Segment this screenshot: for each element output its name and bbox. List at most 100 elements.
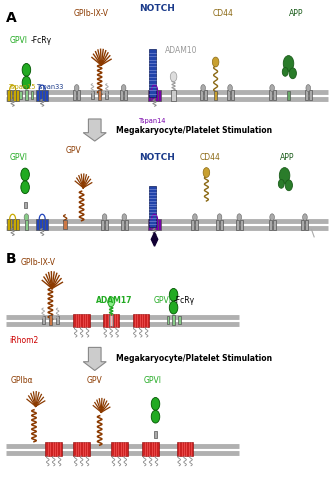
Circle shape (303, 214, 307, 220)
Bar (105, 220, 108, 230)
Bar (230, 90, 233, 101)
Bar (13, 90, 16, 101)
Circle shape (193, 214, 197, 220)
Circle shape (108, 297, 115, 306)
Bar (220, 220, 223, 230)
Bar (158, 219, 161, 230)
Bar (214, 91, 217, 100)
Text: GPIb-IX-V: GPIb-IX-V (21, 258, 56, 268)
Bar (178, 316, 181, 324)
Bar (25, 220, 28, 230)
Bar (24, 202, 27, 208)
Bar (148, 219, 151, 230)
Text: Megakaryocyte/Platelet Stimulation: Megakaryocyte/Platelet Stimulation (116, 354, 272, 364)
Bar (125, 220, 128, 230)
Bar (109, 315, 113, 326)
Circle shape (151, 398, 160, 410)
Bar (73, 314, 90, 328)
Bar (101, 220, 104, 230)
Text: GPVI: GPVI (154, 296, 172, 304)
Bar (16, 219, 19, 230)
Bar (172, 316, 175, 326)
Bar (45, 442, 62, 456)
Bar (39, 90, 42, 101)
Bar (91, 92, 94, 100)
Bar (216, 220, 219, 230)
Text: GPV: GPV (65, 146, 81, 155)
Bar (177, 442, 193, 456)
Bar (149, 186, 156, 226)
Circle shape (169, 301, 178, 314)
Circle shape (282, 68, 288, 76)
Bar (7, 90, 9, 101)
Text: Tspan33: Tspan33 (37, 84, 65, 89)
Bar (45, 219, 48, 230)
Bar (204, 90, 206, 101)
Circle shape (270, 214, 275, 220)
Bar (269, 220, 272, 230)
Text: CD44: CD44 (200, 152, 221, 162)
Bar (155, 90, 158, 101)
Circle shape (122, 214, 127, 220)
Bar (42, 219, 45, 230)
Bar (73, 442, 90, 456)
Bar (154, 431, 157, 438)
Bar (305, 220, 308, 230)
Circle shape (169, 288, 178, 301)
Circle shape (279, 168, 290, 184)
Bar (7, 219, 9, 230)
Bar (302, 220, 305, 230)
Circle shape (228, 84, 232, 91)
Bar (273, 220, 276, 230)
Bar (226, 90, 229, 101)
Bar (171, 90, 176, 101)
Bar (133, 314, 149, 328)
Bar (45, 90, 48, 101)
Text: GPV: GPV (87, 376, 102, 385)
Circle shape (22, 76, 31, 89)
Bar (77, 90, 80, 101)
Circle shape (201, 84, 205, 91)
Text: GPVI: GPVI (9, 36, 27, 46)
Bar (121, 220, 124, 230)
Bar (191, 220, 194, 230)
Text: Megakaryocyte/Platelet Stimulation: Megakaryocyte/Platelet Stimulation (116, 126, 272, 134)
FancyArrow shape (83, 348, 106, 370)
Bar (13, 219, 16, 230)
Bar (39, 219, 42, 230)
Bar (120, 90, 123, 101)
Circle shape (237, 214, 241, 220)
Circle shape (108, 297, 115, 306)
Bar (48, 316, 52, 326)
Bar (63, 220, 67, 229)
Circle shape (289, 68, 296, 78)
Bar (148, 90, 151, 101)
Text: Tspan15: Tspan15 (9, 84, 37, 89)
Bar (73, 90, 76, 101)
Polygon shape (151, 232, 158, 246)
Text: -FcRγ: -FcRγ (174, 296, 195, 304)
Circle shape (24, 214, 29, 220)
Bar (16, 90, 19, 101)
Text: APP: APP (289, 10, 303, 18)
Circle shape (151, 410, 160, 423)
Bar (305, 90, 308, 101)
Bar (240, 220, 243, 230)
Bar (106, 92, 108, 100)
Text: APP: APP (280, 152, 295, 162)
Bar (42, 90, 45, 101)
Text: GPVI: GPVI (9, 152, 27, 162)
Bar (167, 316, 169, 324)
Circle shape (22, 64, 31, 76)
Bar (200, 90, 203, 101)
Bar (9, 219, 12, 230)
Circle shape (217, 214, 222, 220)
Bar (31, 92, 33, 100)
Text: NOTCH: NOTCH (139, 152, 175, 162)
Bar (142, 442, 159, 456)
Text: CD44: CD44 (213, 10, 234, 18)
Circle shape (306, 84, 311, 91)
Circle shape (212, 57, 219, 67)
Text: GPVI: GPVI (144, 376, 162, 385)
Bar (273, 90, 276, 101)
